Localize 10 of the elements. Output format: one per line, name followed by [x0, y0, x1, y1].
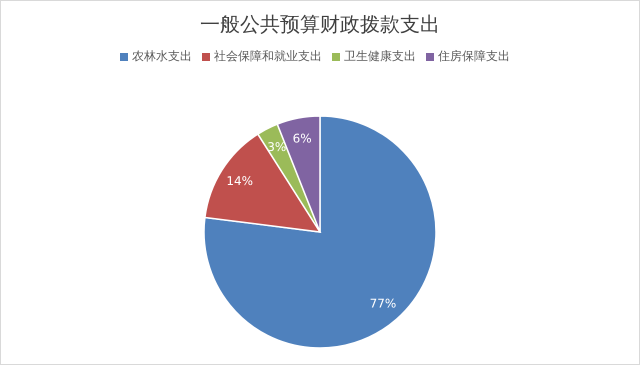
data-label: 77%: [370, 296, 396, 310]
legend-label: 社会保障和就业支出: [214, 49, 322, 63]
legend-label: 农林水支出: [132, 49, 192, 63]
data-label: 14%: [226, 174, 254, 188]
data-label: 6%: [292, 132, 312, 146]
legend-label: 卫生健康支出: [344, 49, 416, 63]
legend-label: 住房保障支出: [438, 49, 510, 63]
chart-title: 一般公共预算财政拨款支出: [199, 11, 441, 38]
data-label: 3%: [267, 140, 286, 154]
pie-slice: [203, 115, 437, 349]
